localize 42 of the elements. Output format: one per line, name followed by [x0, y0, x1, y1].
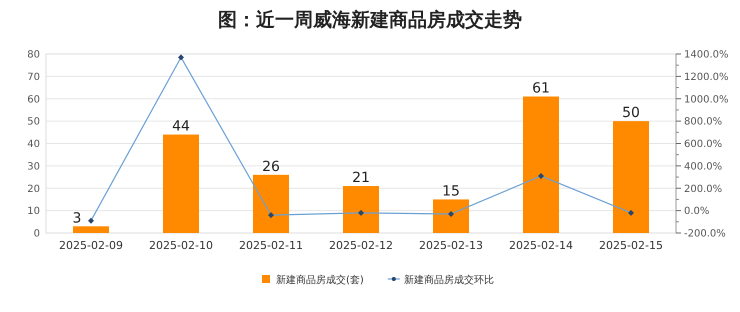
y-tick-label: 50	[27, 116, 40, 128]
x-tick-label: 2025-02-15	[599, 239, 663, 252]
y-tick-label: 70	[27, 72, 40, 83]
bar	[73, 226, 109, 233]
y2-tick-label: 1000.0%	[684, 94, 728, 106]
y-tick-label: 30	[27, 161, 40, 172]
y2-tick-label: 800.0%	[684, 116, 722, 128]
legend-label: 新建商品房成交环比	[404, 274, 494, 286]
x-tick-label: 2025-02-11	[239, 239, 303, 252]
y2-tick-label: 400.0%	[684, 161, 722, 172]
y-tick-label: 20	[27, 184, 40, 195]
y2-tick-label: -200.0%	[684, 228, 726, 240]
bar	[253, 174, 289, 233]
x-tick-label: 2025-02-14	[509, 239, 573, 252]
data-label: 26	[262, 158, 280, 175]
data-label: 3	[72, 210, 82, 226]
x-tick-label: 2025-02-13	[419, 239, 483, 252]
data-label: 50	[622, 105, 640, 122]
chart-title: 图：近一周威海新建商品房成交走势	[218, 9, 522, 31]
data-label: 44	[172, 118, 190, 135]
y2-tick-label: 1400.0%	[684, 50, 728, 60]
bar	[163, 134, 199, 233]
y-tick-label: 10	[27, 206, 40, 218]
y2-tick-label: 200.0%	[684, 184, 722, 195]
bar	[613, 121, 649, 233]
y-tick-label: 40	[27, 139, 40, 150]
x-tick-label: 2025-02-12	[329, 239, 393, 252]
x-tick-label: 2025-02-10	[149, 239, 213, 252]
bar	[343, 186, 379, 233]
y-tick-label: 80	[27, 50, 40, 60]
data-label: 15	[442, 183, 460, 200]
y2-tick-label: 600.0%	[684, 139, 722, 150]
data-label: 21	[352, 170, 370, 186]
y2-tick-label: 0.0%	[684, 206, 710, 218]
bar	[433, 199, 469, 233]
y2-tick-label: 1200.0%	[684, 72, 728, 83]
x-tick-label: 2025-02-09	[59, 239, 123, 252]
y-tick-label: 0	[34, 228, 40, 240]
legend-label: 新建商品房成交(套)	[276, 274, 364, 286]
bar	[523, 96, 559, 233]
y-tick-label: 60	[27, 94, 40, 106]
data-label: 61	[532, 80, 550, 97]
